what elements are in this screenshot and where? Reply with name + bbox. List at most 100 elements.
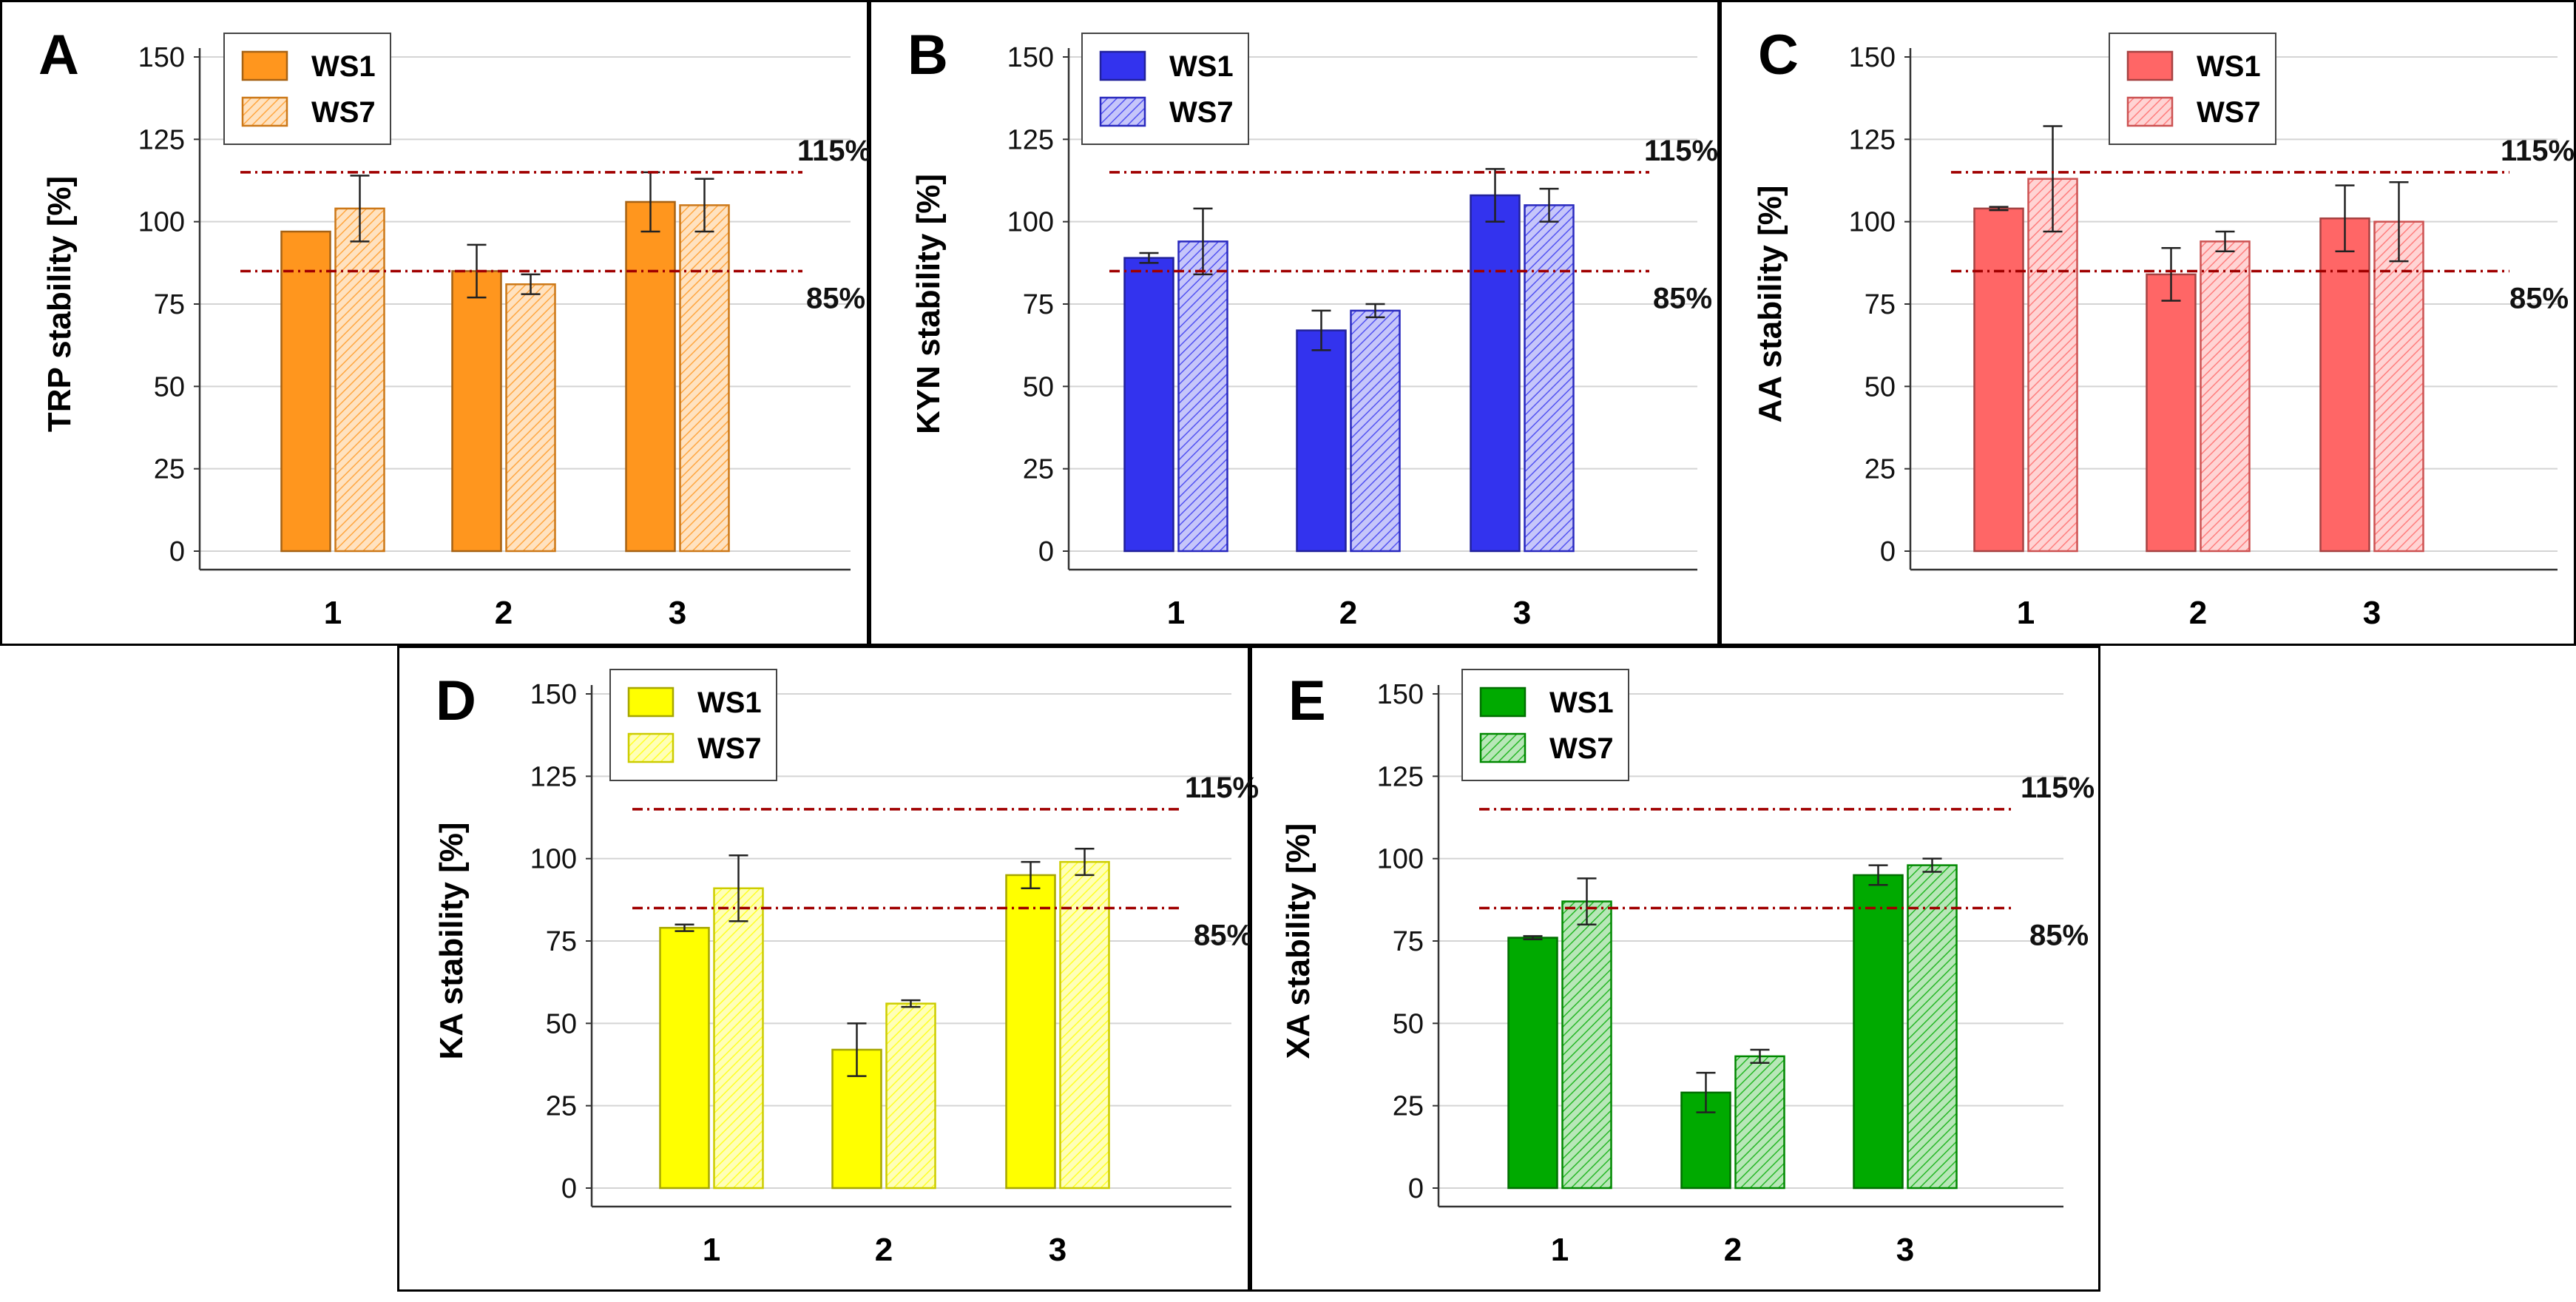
- panel-c: C 0 25 50 75 100 125 150 AA stability [%] 1 2 3 115%…: [1720, 0, 2576, 646]
- bar-ws7: [2200, 240, 2251, 553]
- y-tick-label: 100: [1849, 207, 1896, 238]
- bar-ws1: [2146, 273, 2197, 553]
- bar-ws1: [659, 926, 710, 1190]
- panel-frame: [397, 646, 1250, 1292]
- panel-d: D 0 25 50 75 100 125 150 KA stability [%] 1 2 3 115%…: [397, 646, 1259, 1292]
- y-tick-label: 150: [1377, 679, 1424, 710]
- legend-label-ws7: WS7: [1169, 96, 1234, 129]
- panel-b: B 0 25 50 75 100 125 150 KYN stability [%] 1 2 3 115…: [869, 0, 1720, 646]
- y-tick-label: 50: [546, 1008, 577, 1039]
- legend-label-ws1: WS1: [1549, 687, 1614, 719]
- bar-ws1: [1296, 329, 1347, 553]
- threshold-label-lower: 85%: [2029, 919, 2089, 951]
- threshold-label-upper: 115%: [1644, 135, 1718, 167]
- panel-frame: [0, 0, 869, 646]
- x-tick-label: 3: [1896, 1232, 1914, 1268]
- y-tick-label: 150: [1007, 42, 1054, 73]
- legend-label-ws1: WS1: [697, 687, 762, 719]
- y-tick-label: 50: [1865, 371, 1896, 402]
- y-tick-label: 150: [530, 679, 577, 710]
- y-tick-label: 100: [1007, 207, 1054, 238]
- bar-ws1: [280, 230, 331, 553]
- y-tick-label: 50: [154, 371, 185, 402]
- threshold-label-upper: 115%: [2501, 135, 2575, 167]
- panel-label: D: [436, 669, 476, 732]
- y-tick-label: 25: [546, 1091, 577, 1122]
- bar-ws1: [1470, 194, 1521, 553]
- bar-ws1: [1005, 874, 1056, 1190]
- legend-swatch-ws7: [1479, 732, 1527, 763]
- bar-ws7: [334, 207, 385, 553]
- x-tick-label: 2: [1724, 1232, 1742, 1268]
- y-tick-label: 75: [1393, 926, 1424, 957]
- y-tick-label: 125: [530, 761, 577, 792]
- bar-ws7: [713, 887, 764, 1190]
- y-axis-label: KYN stability [%]: [910, 174, 947, 434]
- panel-frame: [869, 0, 1720, 646]
- y-tick-label: 75: [1865, 289, 1896, 320]
- x-tick-label: 2: [2189, 595, 2207, 631]
- bar-ws7: [1734, 1055, 1785, 1190]
- legend-label-ws1: WS1: [2197, 50, 2261, 83]
- panel-e: E 0 25 50 75 100 125 150 XA stability [%] 1 2 3 115%…: [1250, 646, 2100, 1292]
- y-tick-label: 150: [138, 42, 185, 73]
- legend-label-ws7: WS7: [311, 96, 376, 129]
- bar-ws1: [2319, 217, 2370, 553]
- y-tick-label: 100: [1377, 844, 1424, 875]
- x-tick-label: 1: [324, 595, 342, 631]
- legend-label-ws7: WS7: [697, 732, 762, 765]
- x-tick-label: 2: [875, 1232, 893, 1268]
- y-axis-label: TRP stability [%]: [41, 176, 78, 432]
- y-tick-label: 25: [1023, 454, 1054, 485]
- y-tick-label: 25: [1393, 1091, 1424, 1122]
- y-tick-label: 50: [1023, 371, 1054, 402]
- y-tick-label: 75: [546, 926, 577, 957]
- legend-label-ws1: WS1: [1169, 50, 1234, 83]
- y-tick-label: 125: [1377, 761, 1424, 792]
- bar-ws7: [1350, 309, 1401, 553]
- x-tick-label: 1: [1167, 595, 1185, 631]
- bar-ws7: [1524, 204, 1575, 553]
- y-tick-label: 25: [154, 454, 185, 485]
- y-tick-label: 150: [1849, 42, 1896, 73]
- bar-ws1: [1973, 207, 2024, 553]
- y-tick-label: 100: [138, 207, 185, 238]
- legend-label-ws7: WS7: [1549, 732, 1614, 765]
- x-tick-label: 1: [1551, 1232, 1569, 1268]
- x-tick-label: 1: [703, 1232, 720, 1268]
- x-tick-label: 2: [1339, 595, 1357, 631]
- y-tick-label: 50: [1393, 1008, 1424, 1039]
- x-tick-label: 1: [2017, 595, 2035, 631]
- bar-ws1: [625, 200, 676, 553]
- panel-frame: [1720, 0, 2576, 646]
- y-tick-label: 0: [1408, 1173, 1424, 1204]
- x-tick-label: 3: [669, 595, 686, 631]
- y-tick-label: 75: [154, 289, 185, 320]
- bar-ws7: [505, 283, 556, 553]
- bar-ws7: [1561, 900, 1612, 1190]
- threshold-label-lower: 85%: [1194, 919, 1253, 951]
- legend-swatch-ws7: [241, 96, 288, 127]
- y-tick-label: 25: [1865, 454, 1896, 485]
- y-tick-label: 0: [1038, 536, 1054, 567]
- bar-ws7: [1059, 860, 1110, 1190]
- y-axis-label: AA stability [%]: [1752, 185, 1788, 422]
- y-tick-label: 125: [138, 124, 185, 155]
- bar-ws7: [2027, 178, 2078, 553]
- panel-label: C: [1758, 24, 1799, 87]
- legend-label-ws7: WS7: [2197, 96, 2261, 129]
- panel-label: E: [1288, 669, 1326, 732]
- y-tick-label: 125: [1849, 124, 1896, 155]
- panel-label: A: [38, 24, 79, 87]
- legend-swatch-ws1: [2126, 50, 2174, 81]
- y-tick-label: 0: [561, 1173, 577, 1204]
- threshold-label-upper: 115%: [797, 135, 871, 167]
- y-tick-label: 125: [1007, 124, 1054, 155]
- y-axis-label: XA stability [%]: [1280, 823, 1316, 1059]
- bar-ws7: [1177, 240, 1228, 553]
- y-tick-label: 75: [1023, 289, 1054, 320]
- x-tick-label: 3: [2363, 595, 2381, 631]
- legend-swatch-ws1: [1099, 50, 1146, 81]
- bar-ws1: [1853, 874, 1904, 1190]
